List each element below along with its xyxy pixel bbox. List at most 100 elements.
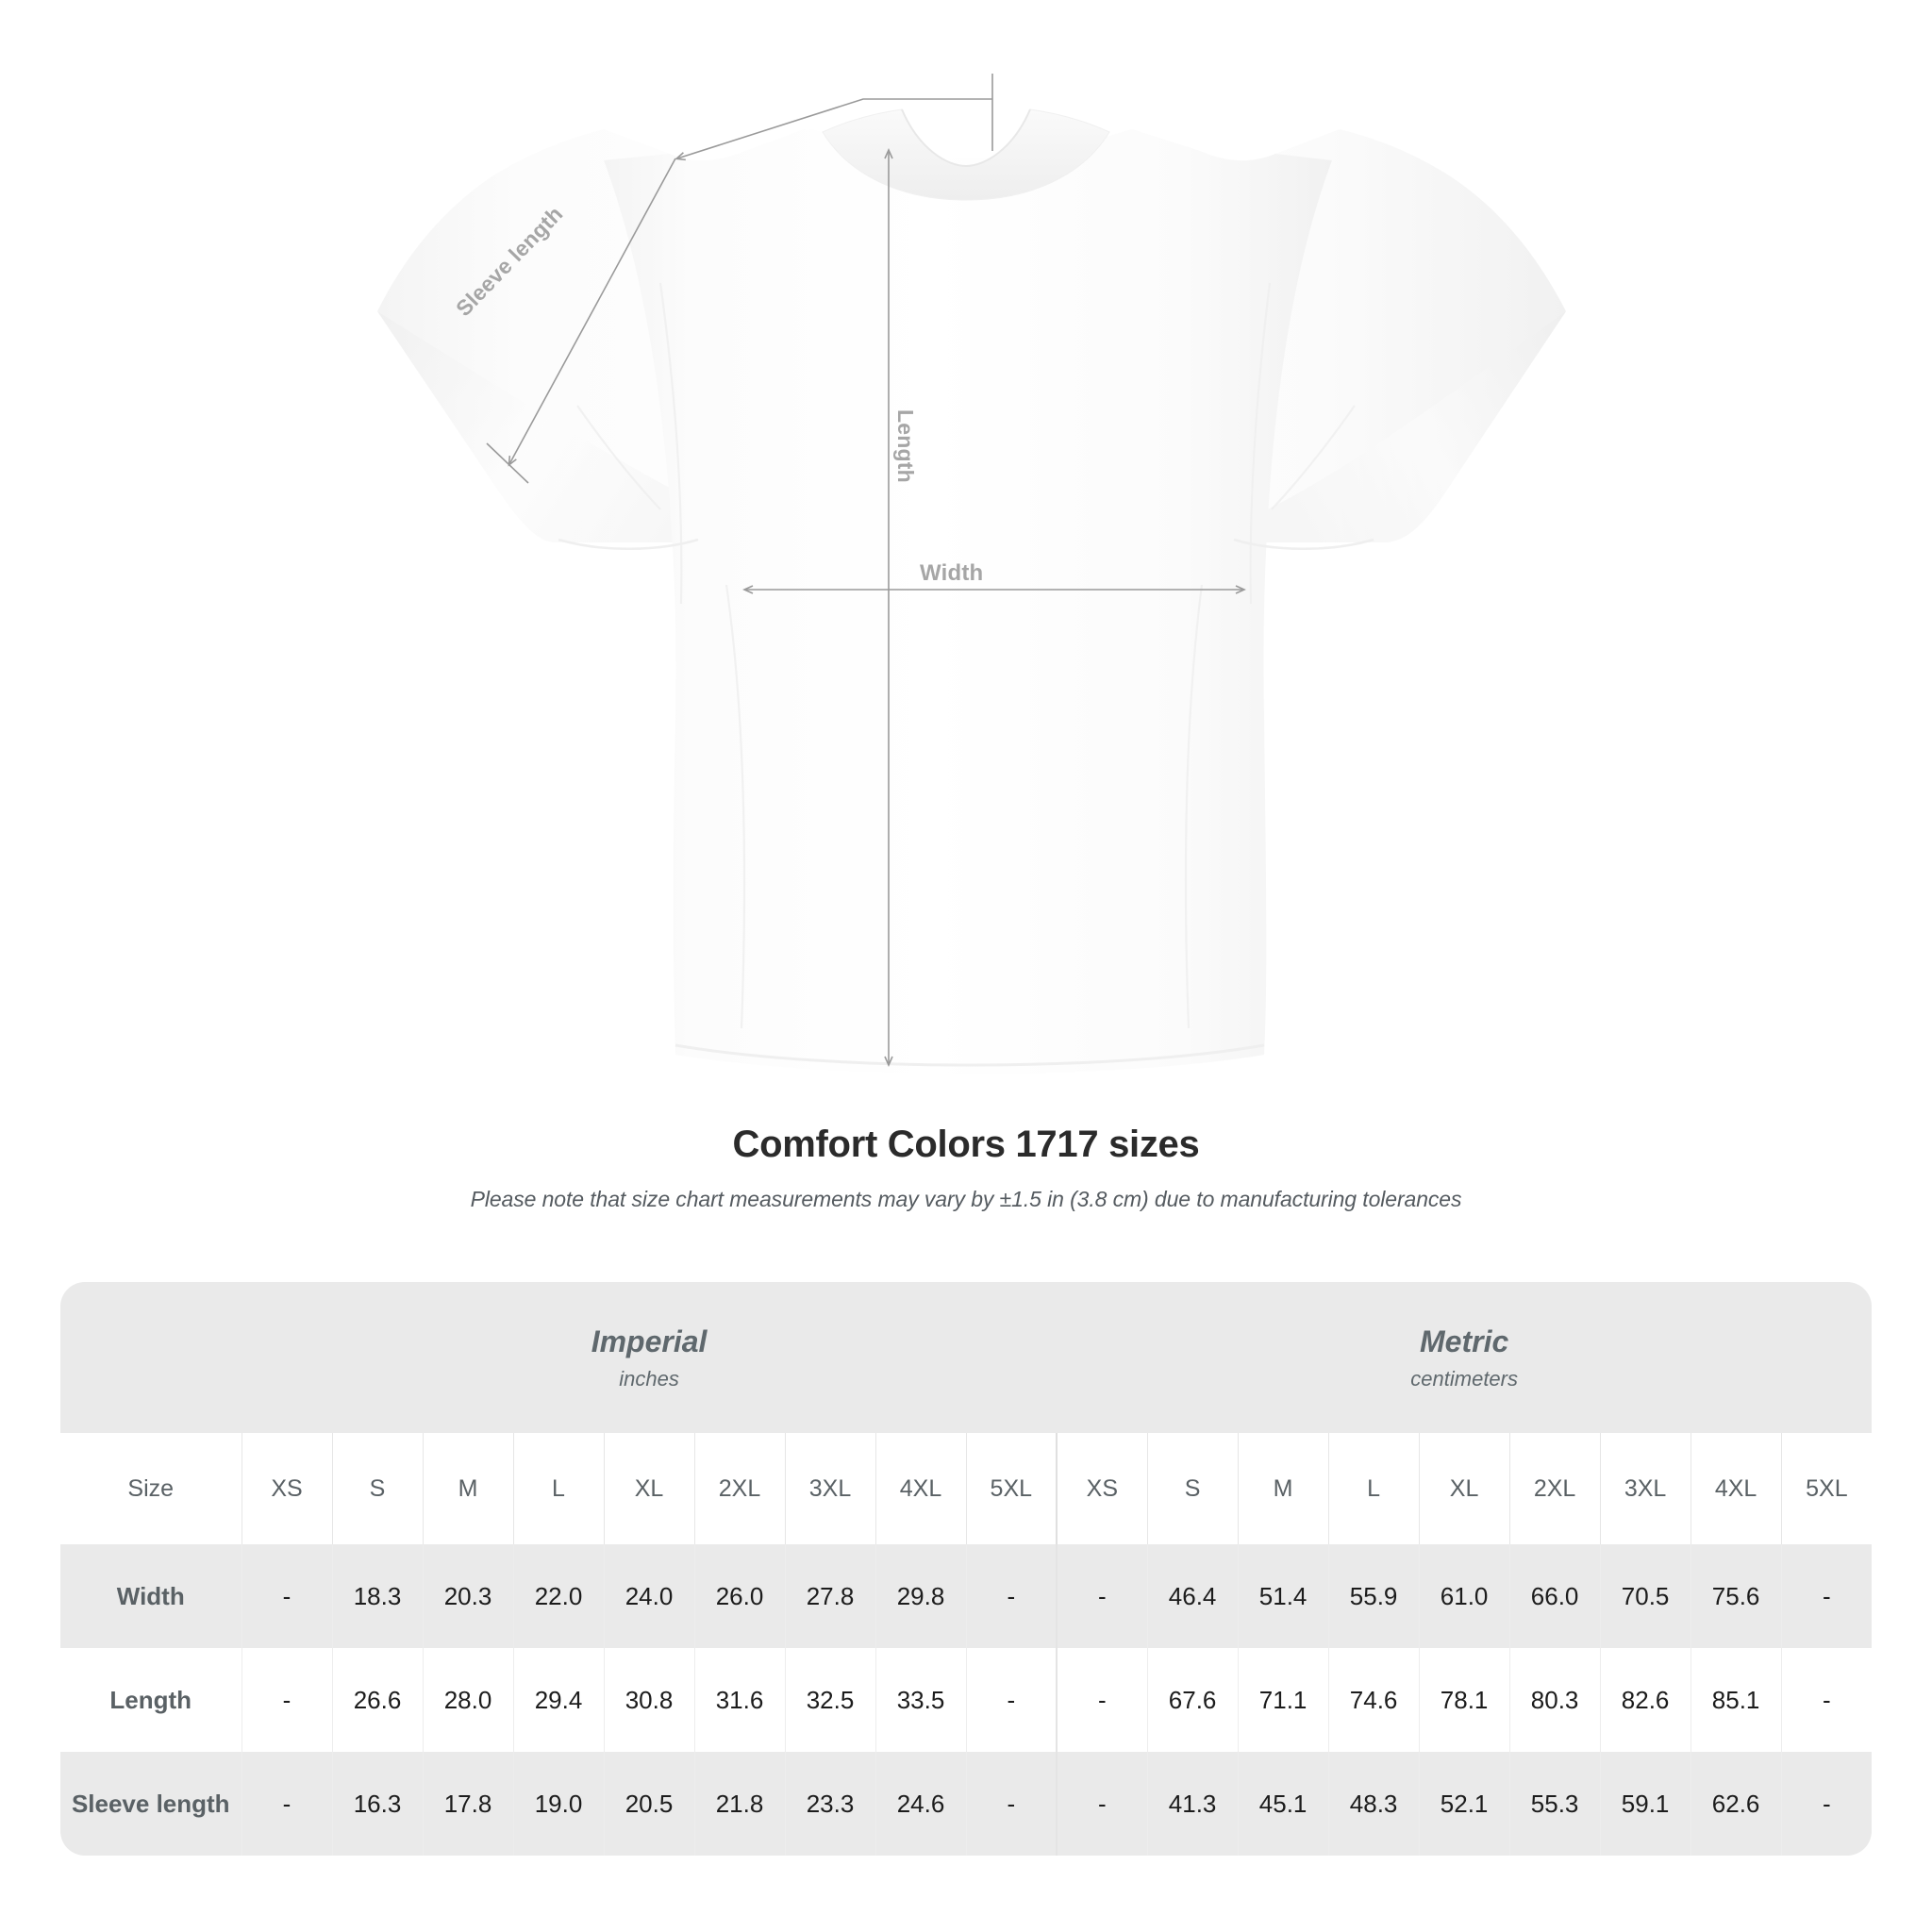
cell-sleeve-length-metric-3xl: 59.1 [1599, 1752, 1691, 1856]
cell-width-metric-3xl: 70.5 [1599, 1544, 1691, 1648]
cell-length-metric-5xl: - [1780, 1648, 1873, 1752]
tshirt-diagram [377, 74, 1566, 1074]
cell-length-metric-3xl: 82.6 [1599, 1648, 1691, 1752]
size-header-4xl-metric: 4XL [1690, 1433, 1782, 1544]
cell-width-imperial-s: 18.3 [331, 1544, 423, 1648]
size-header-xl-metric: XL [1418, 1433, 1510, 1544]
cell-length-imperial-xs: - [241, 1648, 332, 1752]
tolerance-note: Please note that size chart measurements… [470, 1187, 1462, 1211]
table-row: Sleeve length -16.3 17.8 19.0 20.5 21.8 23.3 24… [60, 1752, 1873, 1856]
sleeve-guide-upper [675, 98, 992, 161]
unit-imperial: Imperial inches [242, 1282, 1058, 1433]
table-row: Length -26.6 28.0 29.4 30.8 31.6 32.5 33.5- -67.… [60, 1648, 1873, 1752]
size-header-4xl-imperial: 4XL [874, 1433, 966, 1544]
unit-metric: Metric centimeters [1057, 1282, 1873, 1433]
unit-banner-spacer [60, 1282, 242, 1433]
page-title: Comfort Colors 1717 sizes [732, 1124, 1200, 1165]
size-header-2xl-metric: 2XL [1508, 1433, 1601, 1544]
cell-width-metric-xs: - [1056, 1544, 1148, 1648]
row-label-sleeve-length: Sleeve length [60, 1752, 242, 1856]
sleeve-guide-endcap [486, 442, 529, 484]
cell-length-imperial-2xl: 31.6 [693, 1648, 785, 1752]
cell-length-metric-m: 71.1 [1237, 1648, 1329, 1752]
cell-sleeve-length-metric-5xl: - [1780, 1752, 1873, 1856]
unit-imperial-name: Imperial [591, 1324, 708, 1358]
cell-sleeve-length-imperial-3xl: 23.3 [784, 1752, 875, 1856]
cell-length-metric-l: 74.6 [1327, 1648, 1420, 1752]
length-label: Length [893, 409, 918, 483]
cell-length-imperial-m: 28.0 [422, 1648, 513, 1752]
unit-banner-row: Imperial inches Metric centimeters [60, 1282, 1873, 1433]
unit-imperial-sub: inches [619, 1367, 679, 1391]
size-header-xs-metric: XS [1056, 1433, 1148, 1544]
cell-length-imperial-4xl: 33.5 [874, 1648, 966, 1752]
cell-width-imperial-5xl: - [965, 1544, 1058, 1648]
cell-width-imperial-4xl: 29.8 [874, 1544, 966, 1648]
size-header-m-imperial: M [422, 1433, 513, 1544]
cell-sleeve-length-metric-xl: 52.1 [1418, 1752, 1510, 1856]
cell-width-metric-xl: 61.0 [1418, 1544, 1510, 1648]
size-header-3xl-imperial: 3XL [784, 1433, 875, 1544]
cell-width-imperial-xs: - [241, 1544, 332, 1648]
size-header-row: Size XS S M L XL 2XL 3XL 4XL 5XL XS S M L XL 2XL 3XL 4XL 5… [60, 1433, 1873, 1544]
cell-width-imperial-3xl: 27.8 [784, 1544, 875, 1648]
cell-sleeve-length-imperial-4xl: 24.6 [874, 1752, 966, 1856]
width-label: Width [920, 560, 984, 586]
size-chart-table: Imperial inches Metric centimeters Size XS S M L… [60, 1282, 1873, 1856]
row-label-length: Length [60, 1648, 242, 1752]
cell-length-imperial-3xl: 32.5 [784, 1648, 875, 1752]
cell-sleeve-length-imperial-m: 17.8 [422, 1752, 513, 1856]
table-row: Width -18.3 20.3 22.0 24.0 26.0 27.8 29.8- -46.4… [60, 1544, 1873, 1648]
cell-width-imperial-xl: 24.0 [603, 1544, 694, 1648]
size-header-s-metric: S [1146, 1433, 1239, 1544]
cell-length-imperial-5xl: - [965, 1648, 1058, 1752]
size-header-l-imperial: L [512, 1433, 604, 1544]
cell-sleeve-length-metric-2xl: 55.3 [1508, 1752, 1601, 1856]
cell-width-imperial-m: 20.3 [422, 1544, 513, 1648]
cell-sleeve-length-metric-l: 48.3 [1327, 1752, 1420, 1856]
cell-length-metric-xl: 78.1 [1418, 1648, 1510, 1752]
cell-width-metric-m: 51.4 [1237, 1544, 1329, 1648]
size-header-m-metric: M [1237, 1433, 1329, 1544]
cell-length-imperial-l: 29.4 [512, 1648, 604, 1752]
size-header-xs-imperial: XS [241, 1433, 332, 1544]
cell-width-metric-l: 55.9 [1327, 1544, 1420, 1648]
cell-sleeve-length-metric-4xl: 62.6 [1690, 1752, 1782, 1856]
size-header-5xl-imperial: 5XL [965, 1433, 1058, 1544]
cell-length-metric-4xl: 85.1 [1690, 1648, 1782, 1752]
cell-width-metric-s: 46.4 [1146, 1544, 1239, 1648]
cell-sleeve-length-metric-xs: - [1056, 1752, 1148, 1856]
row-label-width: Width [60, 1544, 242, 1648]
size-header-5xl-metric: 5XL [1780, 1433, 1873, 1544]
cell-length-metric-2xl: 80.3 [1508, 1648, 1601, 1752]
size-chart-table-wrapper: Imperial inches Metric centimeters Size XS S M L… [60, 1282, 1873, 1856]
cell-sleeve-length-imperial-xs: - [241, 1752, 332, 1856]
cell-width-imperial-2xl: 26.0 [693, 1544, 785, 1648]
cell-width-imperial-l: 22.0 [512, 1544, 604, 1648]
cell-sleeve-length-metric-s: 41.3 [1146, 1752, 1239, 1856]
size-header-2xl-imperial: 2XL [693, 1433, 785, 1544]
cell-sleeve-length-imperial-s: 16.3 [331, 1752, 423, 1856]
title-block: Comfort Colors 1717 sizes Please note th… [0, 1123, 1932, 1212]
cell-sleeve-length-metric-m: 45.1 [1237, 1752, 1329, 1856]
size-header-l-metric: L [1327, 1433, 1420, 1544]
tshirt-shape [377, 108, 1566, 1074]
cell-length-imperial-xl: 30.8 [603, 1648, 694, 1752]
tshirt-illustration: Sleeve length Length Width [377, 74, 1566, 1074]
cell-sleeve-length-imperial-2xl: 21.8 [693, 1752, 785, 1856]
size-header-s-imperial: S [331, 1433, 423, 1544]
size-header-xl-imperial: XL [603, 1433, 694, 1544]
cell-width-metric-5xl: - [1780, 1544, 1873, 1648]
cell-length-metric-s: 67.6 [1146, 1648, 1239, 1752]
cell-length-imperial-s: 26.6 [331, 1648, 423, 1752]
unit-metric-sub: centimeters [1410, 1367, 1518, 1391]
cell-width-metric-2xl: 66.0 [1508, 1544, 1601, 1648]
cell-sleeve-length-imperial-5xl: - [965, 1752, 1058, 1856]
measurement-guides [486, 74, 1246, 1067]
sleeve-guide-line [508, 158, 676, 467]
size-header-label: Size [60, 1433, 242, 1544]
cell-length-metric-xs: - [1056, 1648, 1148, 1752]
size-header-3xl-metric: 3XL [1599, 1433, 1691, 1544]
cell-width-metric-4xl: 75.6 [1690, 1544, 1782, 1648]
cell-sleeve-length-imperial-l: 19.0 [512, 1752, 604, 1856]
